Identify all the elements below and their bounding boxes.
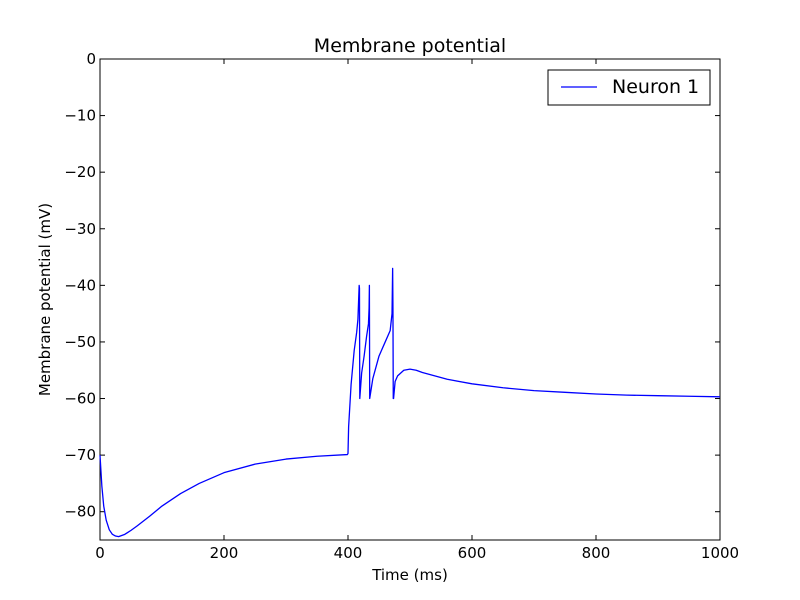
- x-tick-label: 200: [210, 544, 239, 562]
- y-tick-label: −50: [64, 333, 96, 351]
- x-tick-label: 600: [458, 544, 487, 562]
- legend-label-neuron-1: Neuron 1: [612, 76, 699, 98]
- y-tick-label: 0: [86, 50, 96, 68]
- x-tick-label: 1000: [701, 544, 739, 562]
- y-tick-label: −10: [64, 107, 96, 125]
- plot-area: [99, 58, 721, 541]
- x-tick-label: 0: [95, 544, 105, 562]
- y-tick-label: −70: [64, 446, 96, 464]
- series-layer: [99, 267, 721, 538]
- y-tick-label: −20: [64, 163, 96, 181]
- y-tick-label: −80: [64, 503, 96, 521]
- legend: Neuron 1: [547, 69, 711, 106]
- axis-ticks: 0 200 400 600 800 1000 0 −10 −20 −30 −40 −50 −60 −70 −…: [64, 50, 739, 562]
- x-axis-title: Time (ms): [371, 566, 448, 584]
- y-axis-title: Membrane potential (mV): [36, 203, 54, 396]
- y-tick-label: −40: [64, 276, 96, 294]
- y-tick-label: −60: [64, 390, 96, 408]
- y-tick-label: −30: [64, 220, 96, 238]
- chart-title: Membrane potential: [314, 35, 506, 57]
- x-tick-label: 400: [334, 544, 363, 562]
- x-tick-label: 800: [582, 544, 611, 562]
- series-line-neuron-1: [99, 267, 721, 538]
